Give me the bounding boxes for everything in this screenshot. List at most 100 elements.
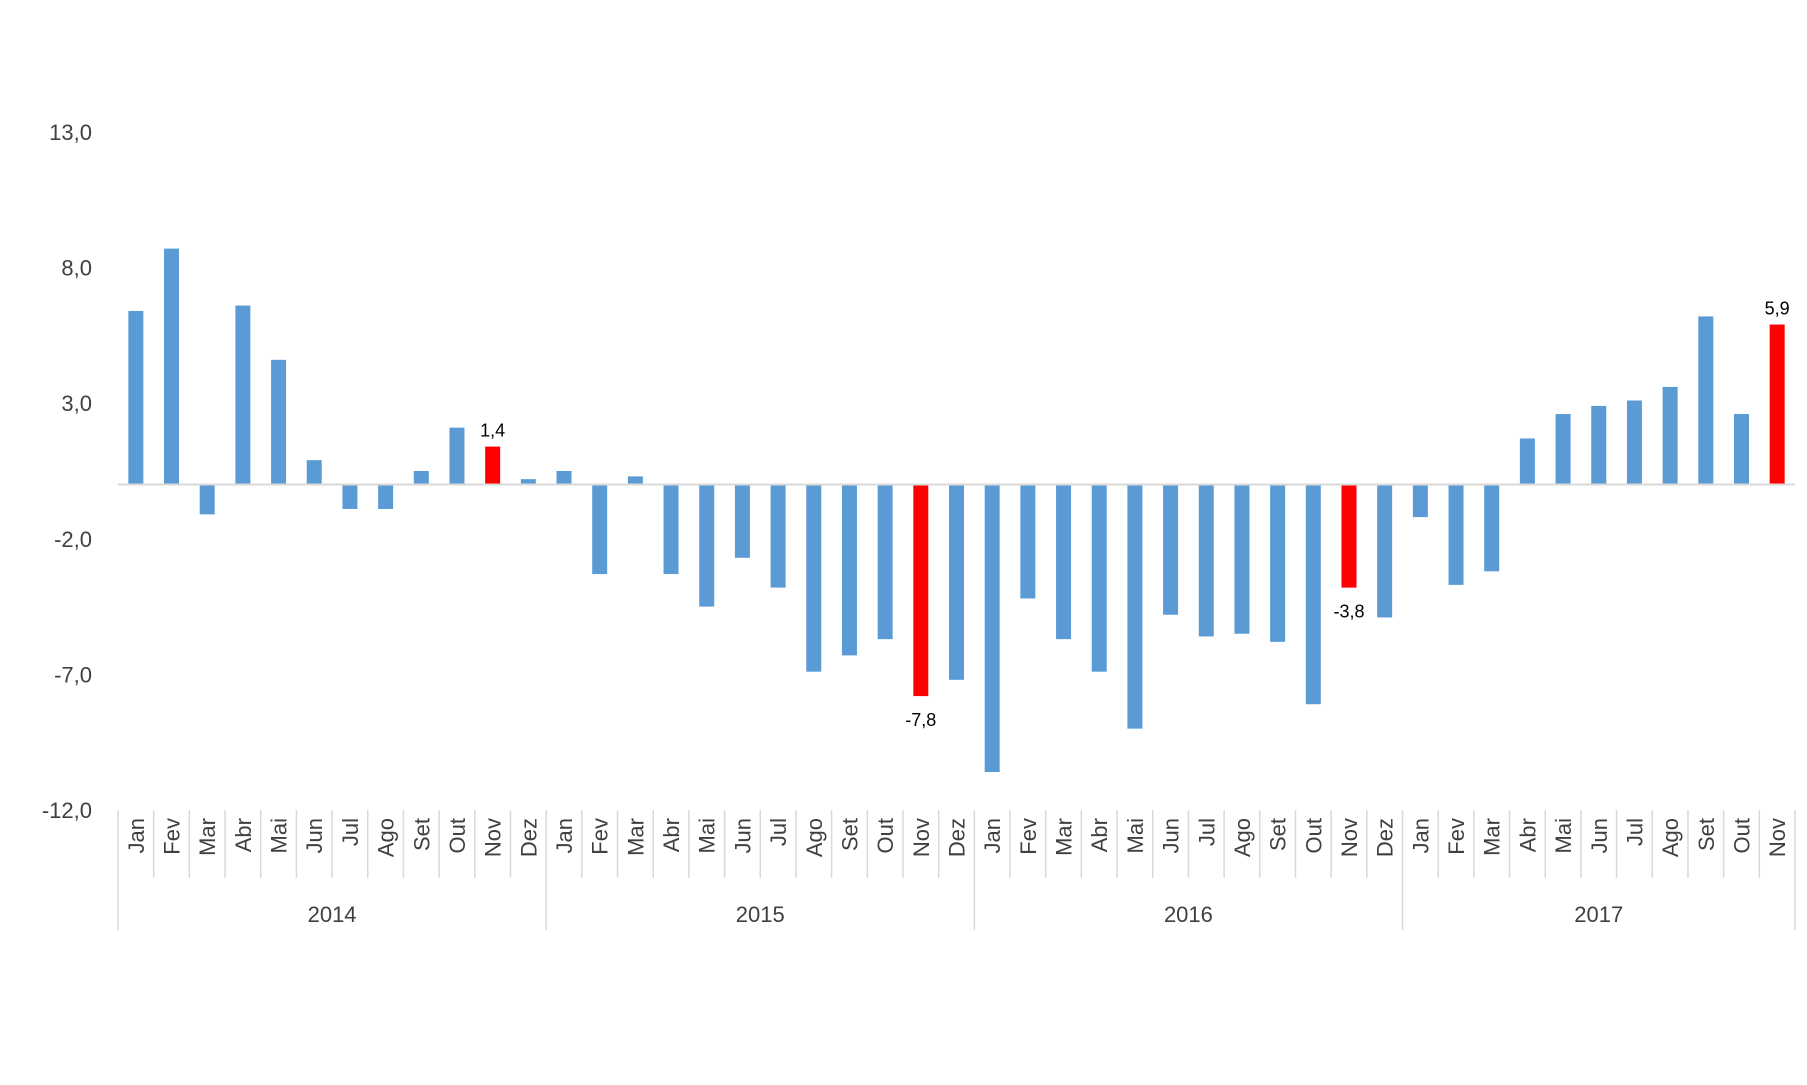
x-tick-label: Jul — [1194, 818, 1219, 846]
x-tick-label: Mar — [1052, 818, 1077, 856]
y-tick-label: -2,0 — [54, 527, 92, 552]
bar-2016-fev — [1020, 484, 1036, 599]
bar-2016-set — [1270, 484, 1286, 642]
bar-2015-jul — [770, 484, 786, 588]
bar-2015-dez — [949, 484, 964, 680]
bar-2014-dez — [520, 479, 536, 485]
x-tick-label: Jun — [302, 818, 327, 853]
bar-2014-out — [449, 427, 465, 485]
bar-2016-abr — [1091, 484, 1107, 672]
y-tick-label: 8,0 — [61, 256, 92, 281]
bar-2016-mar — [1056, 484, 1072, 640]
bar-2015-out — [877, 484, 893, 640]
x-tick-label: Out — [445, 818, 470, 853]
y-tick-label: -7,0 — [54, 662, 92, 687]
x-tick-label: Dez — [945, 818, 970, 857]
bar-2016-mai — [1127, 484, 1143, 729]
x-tick-label: Set — [1266, 818, 1291, 851]
bar-2017-jun — [1591, 405, 1607, 485]
x-tick-label: Ago — [802, 818, 827, 857]
bar-2014-jul — [342, 484, 358, 509]
data-label: -3,8 — [1333, 602, 1364, 622]
year-label: 2017 — [1574, 902, 1623, 927]
bar-2017-mar — [1484, 484, 1500, 572]
y-tick-label: 3,0 — [61, 391, 92, 416]
x-tick-label: Set — [1694, 818, 1719, 851]
bar-2017-mai — [1555, 414, 1571, 485]
bar-2014-abr — [235, 305, 251, 485]
x-tick-label: Jun — [1587, 818, 1612, 853]
x-tick-label: Out — [1301, 818, 1326, 853]
x-tick-label: Nov — [481, 818, 506, 857]
data-label: -7,8 — [905, 710, 936, 730]
bar-2014-mai — [271, 359, 287, 485]
year-label: 2014 — [308, 902, 357, 927]
x-tick-label: Jul — [338, 818, 363, 846]
bar-2014-ago — [378, 484, 394, 509]
x-tick-label: Fev — [1016, 818, 1041, 855]
x-tick-label: Jan — [552, 818, 577, 853]
bar-2017-fev — [1448, 484, 1464, 585]
x-tick-label: Abr — [1087, 818, 1112, 852]
x-tick-label: Nov — [1765, 818, 1790, 857]
bar-2017-jul — [1626, 400, 1642, 485]
x-tick-label: Fev — [160, 818, 185, 855]
x-tick-label: Dez — [1373, 818, 1398, 857]
y-tick-label: 13,0 — [49, 120, 92, 145]
x-tick-label: Abr — [231, 818, 256, 852]
bar-2014-set — [413, 471, 429, 485]
x-tick-label: Ago — [1230, 818, 1255, 857]
year-label: 2015 — [736, 902, 785, 927]
x-tick-label: Jul — [766, 818, 791, 846]
bar-2017-out — [1733, 414, 1749, 485]
x-tick-label: Jun — [1159, 818, 1184, 853]
bar-2015-jan — [556, 471, 572, 485]
bar-2014-mar — [199, 484, 215, 515]
bar-2016-out — [1305, 484, 1321, 705]
x-tick-label: Out — [873, 818, 898, 853]
x-tick-label: Jun — [730, 818, 755, 853]
x-tick-label: Set — [837, 818, 862, 851]
bar-2017-nov — [1769, 324, 1785, 485]
x-tick-label: Mar — [195, 818, 220, 856]
y-tick-label: -12,0 — [42, 798, 92, 823]
bar-2015-abr — [663, 484, 679, 575]
data-label: 1,4 — [480, 421, 505, 441]
x-tick-label: Fev — [588, 818, 613, 855]
x-tick-label: Jan — [980, 818, 1005, 853]
bar-2015-mar — [627, 476, 643, 485]
x-tick-label: Nov — [1337, 818, 1362, 857]
x-tick-label: Set — [409, 818, 434, 851]
year-label: 2016 — [1164, 902, 1213, 927]
bar-2015-jun — [734, 484, 750, 558]
bar-2014-nov — [485, 446, 501, 485]
bar-2014-jun — [306, 460, 322, 485]
x-tick-label: Mar — [623, 818, 648, 856]
bar-2015-ago — [806, 484, 822, 672]
bar-2015-nov — [913, 484, 929, 697]
x-tick-label: Jan — [1408, 818, 1433, 853]
bar-2016-ago — [1234, 484, 1250, 634]
x-tick-label: Ago — [1658, 818, 1683, 857]
bar-2016-nov — [1341, 484, 1357, 588]
bar-2015-fev — [592, 484, 608, 575]
data-label: 5,9 — [1765, 299, 1790, 319]
x-tick-label: Jan — [124, 818, 149, 853]
x-tick-label: Nov — [909, 818, 934, 857]
bar-2016-dez — [1377, 484, 1393, 618]
x-tick-label: Abr — [1515, 818, 1540, 852]
bar-2017-jan — [1412, 484, 1428, 518]
x-tick-label: Ago — [374, 818, 399, 857]
x-tick-label: Mai — [1123, 818, 1148, 853]
bar-2016-jul — [1198, 484, 1214, 637]
x-tick-label: Fev — [1444, 818, 1469, 855]
bar-2015-set — [841, 484, 857, 656]
bar-2014-jan — [128, 310, 144, 485]
bar-2015-mai — [699, 484, 715, 607]
x-tick-label: Mai — [267, 818, 292, 853]
bar-2017-abr — [1519, 438, 1535, 485]
x-tick-label: Abr — [659, 818, 684, 852]
bar-2016-jan — [984, 484, 1000, 773]
